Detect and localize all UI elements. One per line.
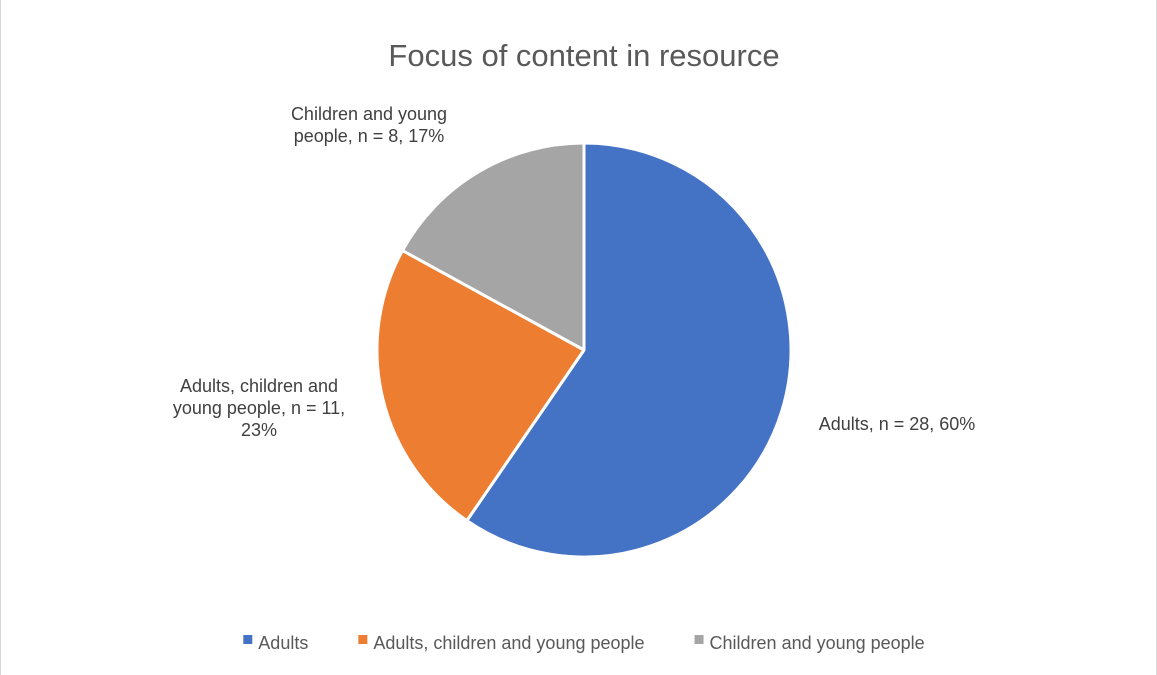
- legend-label-adults: Adults: [258, 633, 308, 653]
- legend-swatch-adults-children-and-young-people: [358, 635, 368, 644]
- data-label-line: 23%: [241, 420, 277, 440]
- data-label-line: young people, n = 11,: [173, 398, 345, 418]
- data-label-line: Adults, children and: [180, 376, 338, 396]
- legend-swatch-children-and-young-people: [694, 635, 704, 644]
- legend-swatch-adults: [243, 635, 253, 644]
- legend-label-children-and-young-people: Children and young people: [710, 633, 925, 653]
- data-label-line: people, n = 8, 17%: [294, 126, 445, 146]
- legend-item-children-and-young-people: Children and young people: [694, 633, 925, 653]
- legend: Adults Adults, children and young people C…: [243, 633, 925, 653]
- legend-item-adults: Adults: [243, 633, 308, 653]
- data-labels: Adults, n = 28, 60% Adults, children and y…: [173, 104, 975, 440]
- data-label-line: Adults, n = 28, 60%: [819, 414, 976, 434]
- data-label-children-and-young-people: Children and young people, n = 8, 17%: [291, 104, 447, 146]
- legend-item-adults-children-and-young-people: Adults, children and young people: [358, 633, 645, 653]
- legend-label-adults-children-and-young-people: Adults, children and young people: [373, 633, 644, 653]
- data-label-adults-children-and-young-people: Adults, children and young people, n = 11…: [173, 376, 345, 440]
- chart-title: Focus of content in resource: [388, 38, 779, 73]
- pie-slice-children-and-young-people: [400, 141, 586, 352]
- pie-slice-adults: [465, 141, 793, 559]
- data-label-adults: Adults, n = 28, 60%: [819, 414, 976, 434]
- pie-slices: [375, 141, 793, 559]
- data-label-line: Children and young: [291, 104, 447, 124]
- pie-slice-adults-children-and-young-people: [375, 249, 586, 523]
